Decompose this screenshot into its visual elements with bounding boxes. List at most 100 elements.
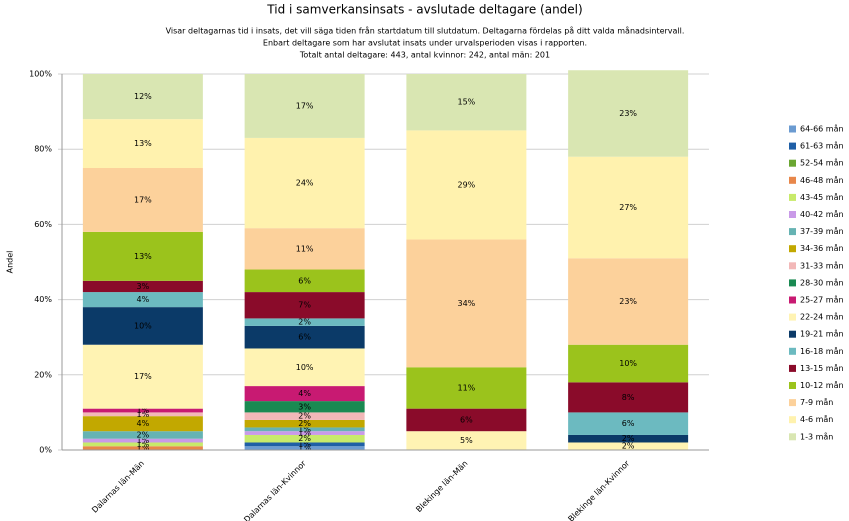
data-label: 1% <box>298 429 311 438</box>
bar-segment <box>244 419 365 428</box>
x-tick-label: Blekinge län-Kvinnor <box>566 458 631 521</box>
bar-segment <box>244 401 365 413</box>
legend-label: 46-48 mån <box>800 175 844 185</box>
y-tick-label: 0% <box>39 446 52 455</box>
bar-segment <box>82 74 203 120</box>
bar-segment <box>406 239 527 368</box>
data-label: 1% <box>137 440 150 449</box>
bar-segment <box>406 367 527 409</box>
data-label: 17% <box>134 372 152 381</box>
data-label: 4% <box>137 419 150 428</box>
data-label: 2% <box>298 412 311 421</box>
legend-swatch <box>789 382 796 389</box>
legend-swatch <box>789 313 796 321</box>
bar-segment <box>82 416 203 432</box>
bar-segment <box>244 348 365 387</box>
data-label: 6% <box>298 276 311 285</box>
bar-segment <box>82 344 203 409</box>
data-label: 24% <box>296 179 314 188</box>
data-label: 8% <box>622 393 635 402</box>
data-label: 29% <box>457 180 475 189</box>
data-label: 1% <box>298 440 311 449</box>
data-label: 7% <box>298 301 311 310</box>
bar-segment <box>244 292 365 319</box>
legend-swatch <box>789 193 796 201</box>
bar-segment <box>244 137 365 229</box>
subtitle-line: Enbart deltagare som har avslutat insats… <box>263 39 587 48</box>
legend-swatch <box>789 433 796 441</box>
bar-segment <box>82 431 203 439</box>
data-label: 6% <box>622 419 635 428</box>
data-label: 5% <box>460 436 473 445</box>
bar-segment <box>244 325 365 349</box>
bar-segment <box>82 442 203 447</box>
legend-label: 28-30 mån <box>800 277 844 287</box>
data-label: 2% <box>298 318 311 327</box>
legend-swatch <box>789 416 796 424</box>
bar-segment <box>244 442 365 447</box>
legend-swatch <box>789 330 796 338</box>
legend-swatch <box>789 228 796 236</box>
bar-segment <box>244 74 365 138</box>
x-tick-label: Dalarnas län-Kvinnor <box>242 458 308 521</box>
bar-segment <box>82 119 203 168</box>
data-label: 4% <box>298 389 311 398</box>
bar-segment <box>568 434 689 443</box>
bar-segment <box>568 70 689 157</box>
bar-segment <box>568 258 689 345</box>
data-label: 4% <box>137 295 150 304</box>
subtitle-line: Totalt antal deltagare: 443, antal kvinn… <box>299 51 550 60</box>
data-label: 2% <box>298 434 311 443</box>
bar-segment <box>406 130 527 240</box>
y-axis-title: Andel <box>6 251 15 274</box>
legend-label: 31-33 mån <box>800 260 844 270</box>
bar-segment <box>82 280 203 293</box>
bar-segment <box>82 446 203 450</box>
bar-segment <box>244 386 365 402</box>
data-label: 17% <box>134 195 152 204</box>
data-label: 1% <box>137 436 150 445</box>
bar-segment <box>244 412 365 420</box>
y-tick-label: 100% <box>29 70 52 79</box>
legend-swatch <box>789 399 796 407</box>
data-label: 1% <box>137 444 150 453</box>
subtitle-line: Visar deltagarnas tid i insats, det vill… <box>166 26 685 36</box>
data-label: 10% <box>619 359 637 368</box>
data-label: 23% <box>619 297 637 306</box>
bar-segment <box>244 228 365 270</box>
legend-label: 40-42 mån <box>800 209 844 219</box>
legend-label: 34-36 mån <box>800 243 844 253</box>
legend-label: 19-21 mån <box>800 329 844 339</box>
legend-label: 22-24 mån <box>800 312 844 322</box>
legend-label: 61-63 mån <box>800 141 844 151</box>
data-label: 27% <box>619 203 637 212</box>
data-label: 11% <box>296 244 314 253</box>
data-label: 2% <box>137 430 150 439</box>
bar-segment <box>82 292 203 308</box>
data-label: 2% <box>298 419 311 428</box>
legend-swatch <box>789 262 796 270</box>
data-label: 1% <box>137 406 150 415</box>
legend-swatch <box>789 296 796 304</box>
legend-label: 37-39 mån <box>800 226 844 236</box>
bar-segment <box>82 438 203 443</box>
legend-label: 16-18 mån <box>800 346 844 356</box>
legend-label: 43-45 mån <box>800 192 844 202</box>
data-label: 10% <box>134 321 152 330</box>
data-label: 1% <box>137 410 150 419</box>
bar-segment <box>82 408 203 413</box>
data-label: 6% <box>298 333 311 342</box>
legend-swatch <box>789 211 796 218</box>
bar-segment <box>568 442 689 450</box>
bar-segment <box>406 74 527 131</box>
legend-label: 64-66 mån <box>800 124 844 134</box>
bar-segment <box>82 231 203 281</box>
legend-label: 13-15 mån <box>800 363 844 373</box>
data-label: 2% <box>622 434 635 443</box>
bar-segment <box>406 408 527 432</box>
data-label: 13% <box>134 252 152 261</box>
bar-segment <box>568 344 689 383</box>
legend-label: 4-6 mån <box>800 414 833 424</box>
legend-swatch <box>789 159 796 167</box>
